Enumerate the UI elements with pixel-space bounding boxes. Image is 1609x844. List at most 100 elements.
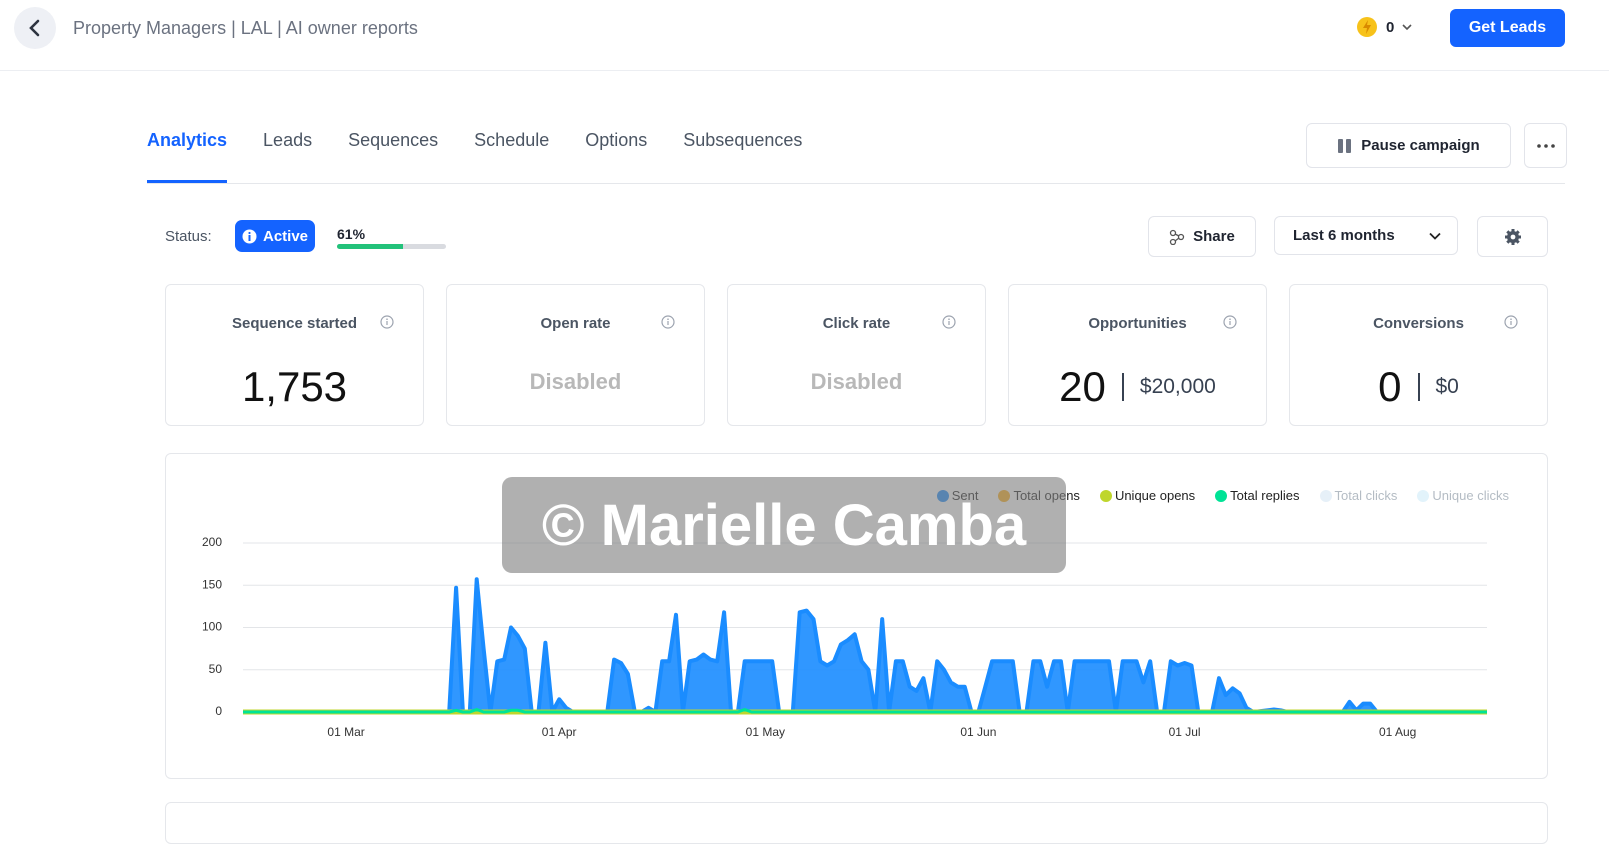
range-label: Last 6 months <box>1293 227 1395 244</box>
status-badge[interactable]: Active <box>235 220 315 252</box>
next-card <box>165 802 1548 844</box>
info-glyph <box>942 315 956 329</box>
info-icon <box>1504 315 1518 334</box>
card-amount: $20,000 <box>1139 375 1216 398</box>
tab[interactable]: Subsequences <box>683 130 803 150</box>
tab-bar: Analytics Leads Sequences Schedule Options Su… <box>147 130 802 183</box>
card-title: Conversions <box>1373 315 1464 332</box>
card-title: Opportunities <box>1088 315 1187 332</box>
settings-button[interactable] <box>1477 216 1548 257</box>
info-icon <box>661 315 675 334</box>
credit-icon <box>1357 17 1377 37</box>
card-value-row: 1,753 <box>166 363 423 411</box>
card-value-row: Disabled <box>728 363 985 395</box>
progress-fill <box>337 244 404 249</box>
stat-card: Opportunities 20 $20,000 <box>1008 284 1267 426</box>
legend-marker <box>1099 489 1112 502</box>
more-button[interactable] <box>1524 123 1567 168</box>
y-tick-label: 50 <box>209 662 223 676</box>
area-fill <box>243 579 1487 712</box>
tab[interactable]: Sequences <box>348 130 439 150</box>
pause-button[interactable]: Pause campaign <box>1306 123 1511 168</box>
card-title: Open rate <box>540 315 611 332</box>
status-label: Status: <box>165 228 212 245</box>
info-glyph <box>380 315 394 329</box>
legend-label: Total clicks <box>1334 488 1398 503</box>
card-value-row: Disabled <box>447 363 704 395</box>
x-tick-label: 01 Jul <box>1169 725 1201 739</box>
chart: 0 50 100 150 200 01 Mar 01 Apr 01 May 01 Jun 01 J… <box>202 535 1487 739</box>
card-value-row: 20 $20,000 <box>1009 363 1266 411</box>
x-tick-label: 01 Apr <box>542 725 577 739</box>
y-tick-label: 0 <box>215 704 222 718</box>
tab-divider <box>147 183 1565 184</box>
stat-card: Click rate Disabled <box>727 284 986 426</box>
y-tick-label: 100 <box>202 620 222 634</box>
chevron <box>1402 24 1412 31</box>
card-title: Click rate <box>822 315 891 332</box>
legend-item[interactable]: Unique clicks <box>1417 488 1509 503</box>
credits[interactable]: 0 <box>1356 16 1412 38</box>
y-tick-label: 150 <box>202 577 222 591</box>
card-value: Disabled <box>529 369 622 394</box>
legend-label: Unique clicks <box>1432 488 1509 503</box>
x-tick-label: 01 Aug <box>1379 725 1416 739</box>
get-leads-button[interactable]: Get Leads <box>1450 9 1565 47</box>
tab[interactable]: Schedule <box>474 130 550 150</box>
credit-count: 0 <box>1386 18 1395 36</box>
badge-label: Active <box>262 227 309 245</box>
stat-card: Open rate Disabled <box>446 284 705 426</box>
card-value: Disabled <box>810 369 903 394</box>
watermark: © Marielle Camba <box>502 477 1066 573</box>
share-label: Share <box>1193 228 1235 245</box>
info-glyph <box>1504 315 1518 329</box>
info-glyph <box>1223 315 1237 329</box>
separator <box>1417 373 1420 401</box>
info-icon <box>380 315 394 334</box>
gear-icon <box>1504 228 1521 245</box>
info-icon <box>1223 315 1237 334</box>
card-title: Sequence started <box>231 315 358 332</box>
info-glyph <box>661 315 675 329</box>
back-icon <box>29 19 40 37</box>
info-icon <box>942 315 956 334</box>
legend-label: Unique opens <box>1114 488 1196 503</box>
legend-item[interactable]: Unique opens <box>1099 488 1196 503</box>
card-value: 1,753 <box>241 363 348 410</box>
legend-marker <box>1215 489 1228 502</box>
range-dropdown[interactable]: Last 6 months <box>1274 216 1458 255</box>
tab[interactable]: Analytics <box>147 130 228 183</box>
series-line <box>243 577 1487 714</box>
more-icon <box>1536 143 1555 148</box>
legend-marker <box>1417 489 1430 502</box>
pause-icon <box>1338 138 1352 153</box>
card-value: 20 <box>1059 363 1106 410</box>
x-tick-label: 01 Mar <box>327 725 364 739</box>
x-tick-label: 01 Jun <box>960 725 996 739</box>
legend-label: Total replies <box>1230 488 1300 503</box>
campaign-title: Property Managers | LAL | AI owner repor… <box>73 18 418 38</box>
legend-marker <box>1319 489 1332 502</box>
back-button[interactable] <box>14 7 56 49</box>
y-tick-label: 200 <box>202 535 222 549</box>
tab[interactable]: Leads <box>263 130 313 150</box>
legend-item[interactable]: Total replies <box>1215 488 1300 503</box>
chevron <box>1429 232 1441 240</box>
card-value: 0 <box>1378 363 1402 410</box>
share-button[interactable]: Share <box>1148 216 1256 257</box>
stat-card: Conversions 0 $0 <box>1289 284 1548 426</box>
stat-card: Sequence started 1,753 <box>165 284 424 426</box>
x-tick-label: 01 May <box>746 725 785 739</box>
separator <box>1121 373 1124 401</box>
card-value-row: 0 $0 <box>1290 363 1547 411</box>
progress-label: 61% <box>337 226 366 242</box>
legend-item[interactable]: Total clicks <box>1319 488 1398 503</box>
series-line <box>243 708 1487 714</box>
tab[interactable]: Options <box>585 130 648 150</box>
progress-track <box>337 244 446 249</box>
header <box>0 0 1609 71</box>
pause-label: Pause campaign <box>1361 137 1480 154</box>
info-icon <box>242 229 257 243</box>
card-amount: $0 <box>1435 375 1459 398</box>
